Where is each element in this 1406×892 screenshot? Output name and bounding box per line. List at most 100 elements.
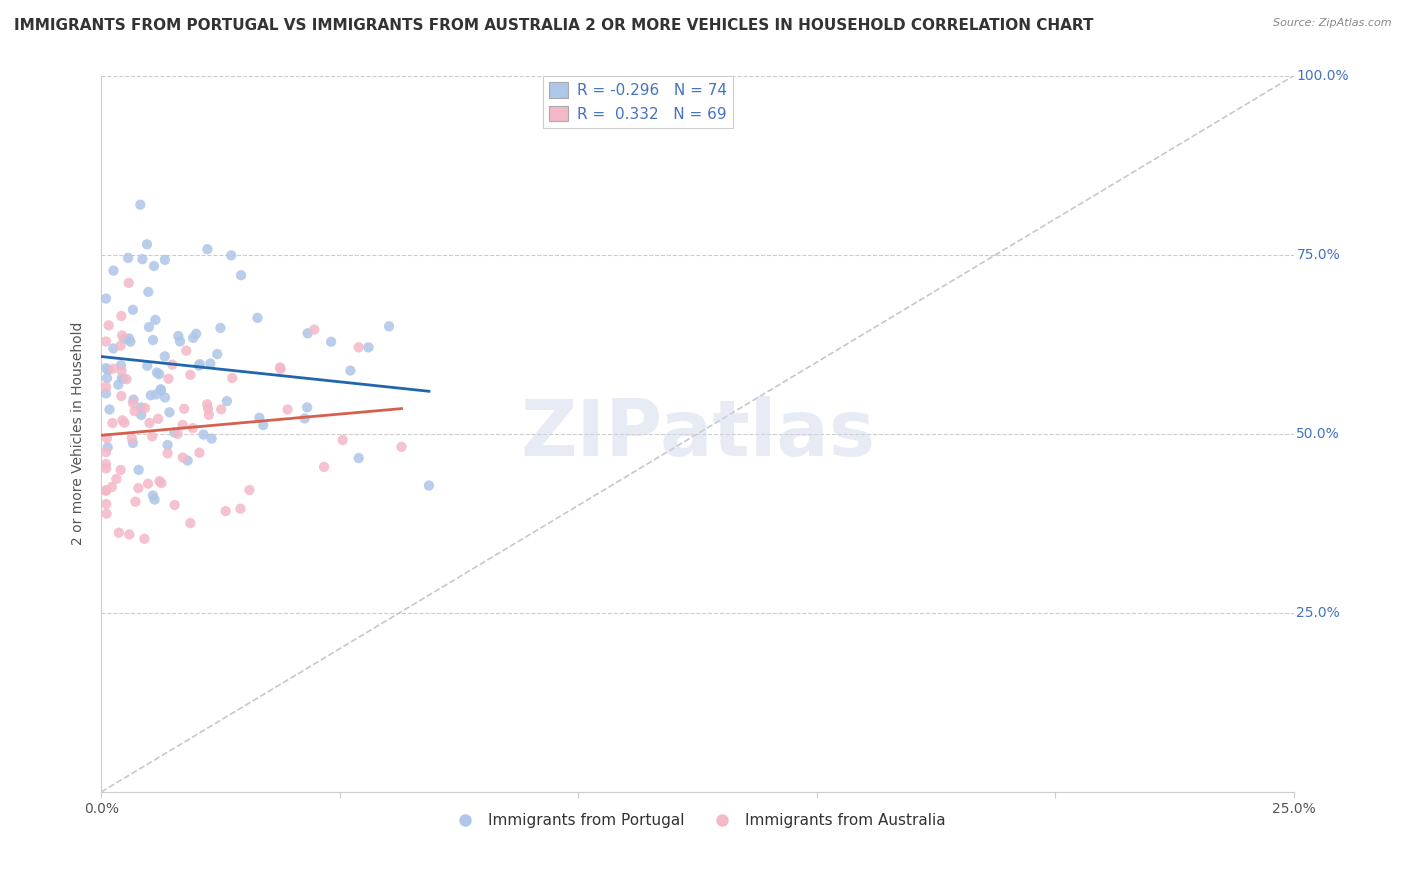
Point — [134, 532, 156, 546]
Point — [332, 433, 354, 447]
Point — [138, 285, 160, 299]
Point — [186, 326, 208, 341]
Point — [110, 364, 132, 378]
Point — [156, 446, 179, 460]
Text: 50.0%: 50.0% — [1296, 426, 1340, 441]
Point — [110, 389, 132, 403]
Point — [112, 332, 135, 346]
Point — [97, 318, 120, 333]
Point — [176, 343, 198, 358]
Point — [134, 401, 156, 415]
Point — [181, 421, 204, 435]
Point — [172, 450, 194, 465]
Point — [150, 476, 173, 491]
Y-axis label: 2 or more Vehicles in Household: 2 or more Vehicles in Household — [72, 322, 86, 545]
Point — [319, 334, 342, 349]
Point — [198, 408, 221, 422]
Point — [121, 431, 143, 445]
Point — [96, 431, 118, 445]
Point — [128, 463, 150, 477]
Point — [195, 242, 218, 256]
Point — [94, 386, 117, 401]
Point — [221, 371, 243, 385]
Point — [207, 347, 229, 361]
Point — [107, 377, 129, 392]
Point — [120, 334, 142, 349]
Point — [187, 359, 209, 373]
Point — [347, 340, 370, 354]
Point — [294, 411, 316, 425]
Point — [312, 459, 335, 474]
Point — [122, 392, 145, 407]
Point — [200, 356, 222, 370]
Point — [162, 358, 184, 372]
Point — [94, 334, 117, 349]
Point — [143, 492, 166, 507]
Point — [149, 384, 172, 398]
Point — [238, 483, 260, 497]
Point — [215, 394, 238, 409]
Point — [418, 478, 440, 492]
Point — [103, 263, 125, 277]
Point — [181, 331, 204, 345]
Point — [138, 416, 160, 430]
Point — [172, 417, 194, 432]
Point — [270, 362, 292, 376]
Point — [110, 463, 132, 477]
Point — [188, 357, 211, 371]
Point — [246, 310, 269, 325]
Point — [94, 461, 117, 475]
Point — [347, 450, 370, 465]
Point — [94, 483, 117, 498]
Point — [129, 408, 152, 422]
Point — [378, 319, 401, 334]
Point — [143, 259, 166, 273]
Point — [163, 498, 186, 512]
Point — [214, 504, 236, 518]
Point — [101, 416, 124, 430]
Point — [163, 425, 186, 440]
Point — [117, 251, 139, 265]
Point — [127, 481, 149, 495]
Point — [112, 372, 135, 386]
Point — [94, 483, 117, 498]
Point — [145, 313, 167, 327]
Point — [101, 480, 124, 494]
Point — [136, 359, 159, 373]
Point — [179, 516, 201, 530]
Point — [96, 371, 118, 385]
Point — [219, 248, 242, 262]
Point — [169, 334, 191, 349]
Point — [124, 404, 146, 418]
Point — [122, 436, 145, 450]
Point — [339, 363, 361, 377]
Point — [209, 321, 232, 335]
Point — [94, 457, 117, 471]
Point — [209, 402, 232, 417]
Point — [156, 438, 179, 452]
Point — [111, 413, 134, 427]
Point — [179, 368, 201, 382]
Point — [94, 380, 117, 394]
Text: IMMIGRANTS FROM PORTUGAL VS IMMIGRANTS FROM AUSTRALIA 2 OR MORE VEHICLES IN HOUS: IMMIGRANTS FROM PORTUGAL VS IMMIGRANTS F… — [14, 18, 1094, 33]
Point — [159, 405, 181, 419]
Point — [118, 276, 141, 290]
Point — [107, 525, 129, 540]
Point — [112, 416, 135, 430]
Point — [157, 372, 180, 386]
Point — [357, 340, 380, 354]
Point — [193, 427, 215, 442]
Point — [304, 322, 326, 336]
Point — [149, 382, 172, 396]
Point — [105, 472, 128, 486]
Legend: Immigrants from Portugal, Immigrants from Australia: Immigrants from Portugal, Immigrants fro… — [443, 807, 952, 835]
Point — [138, 320, 160, 334]
Point — [188, 446, 211, 460]
Point — [118, 331, 141, 345]
Point — [142, 333, 165, 347]
Point — [173, 401, 195, 416]
Point — [142, 488, 165, 502]
Point — [122, 302, 145, 317]
Text: ZIPatlas: ZIPatlas — [520, 396, 875, 472]
Point — [97, 441, 120, 455]
